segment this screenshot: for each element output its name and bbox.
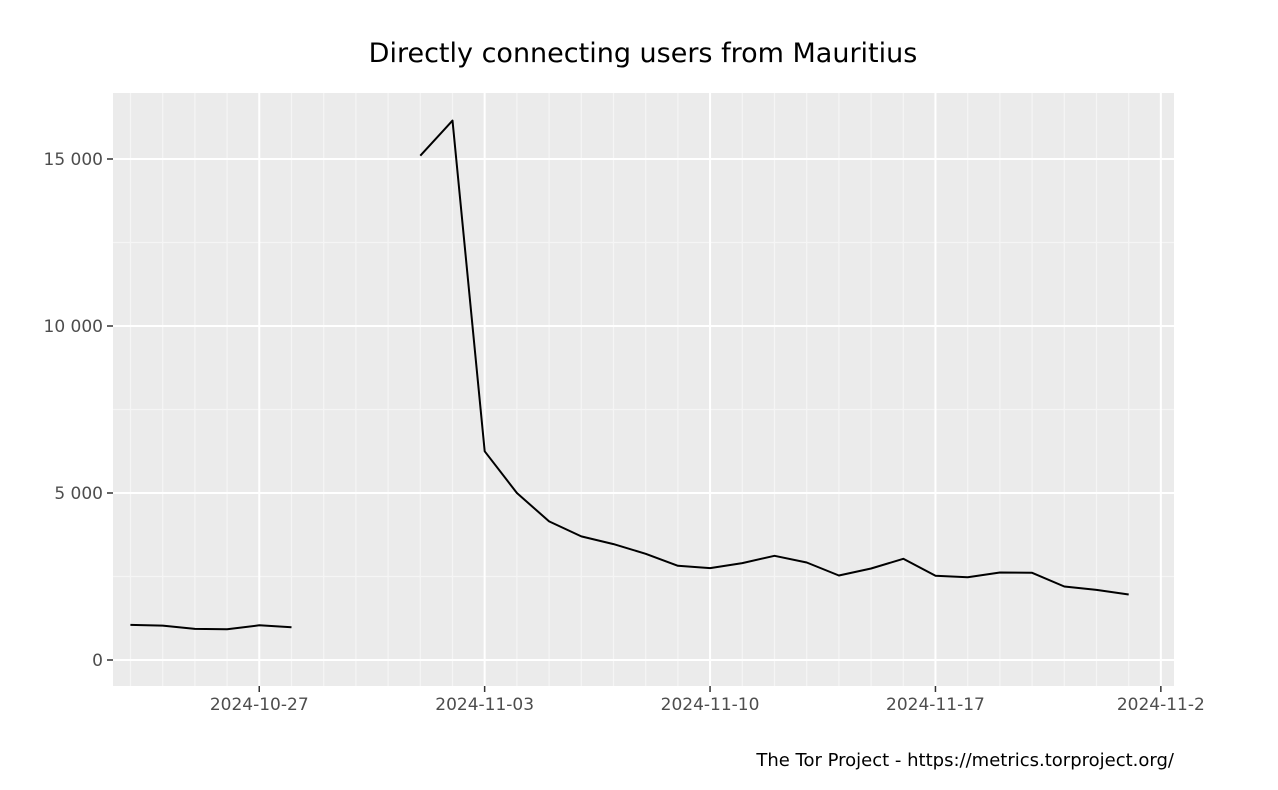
x-tick-label: 2024-11-10	[661, 695, 760, 715]
y-tick-label: 15 000	[44, 150, 103, 170]
x-axis: 2024-10-27 2024-11-03 2024-11-10 2024-11-17…	[210, 686, 1205, 715]
plot-panel	[113, 93, 1174, 686]
series-group	[130, 119, 1129, 631]
series-line-segment	[419, 119, 1129, 596]
x-tick-label: 2024-11-17	[886, 695, 985, 715]
y-axis: 0 5 000 10 000 15 000	[44, 150, 113, 671]
y-tick-label: 0	[92, 651, 103, 671]
source-caption: The Tor Project - https://metrics.torpro…	[756, 750, 1174, 771]
series-line-segment	[130, 623, 292, 631]
y-tick-label: 10 000	[44, 317, 103, 337]
grid-major	[113, 93, 1174, 686]
x-tick-label: 2024-11-2	[1117, 695, 1205, 715]
y-tick-label: 5 000	[54, 484, 103, 504]
x-tick-label: 2024-10-27	[210, 695, 309, 715]
chart-title: Directly connecting users from Mauritius	[368, 38, 918, 69]
x-tick-label: 2024-11-03	[435, 695, 534, 715]
